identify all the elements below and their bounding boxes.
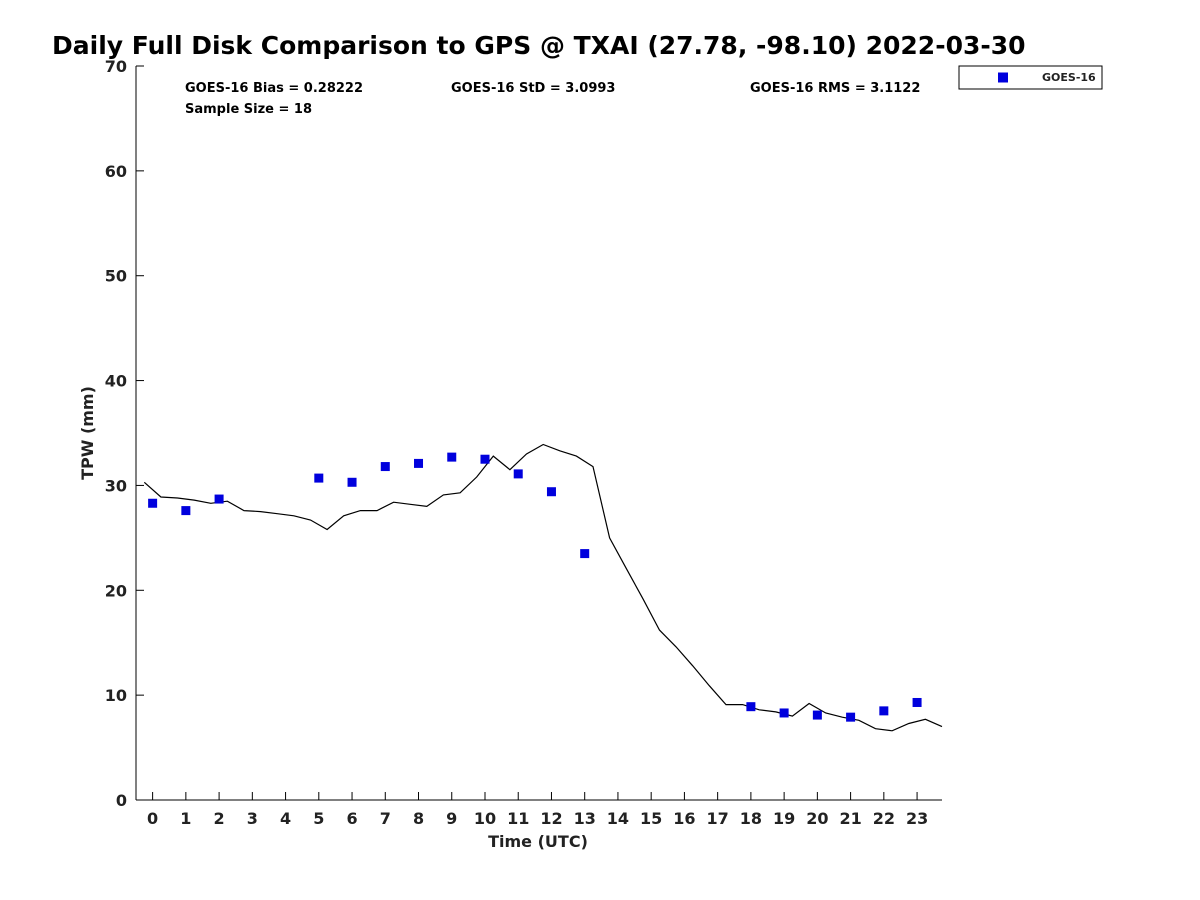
goes16-point — [347, 477, 357, 487]
x-tick-label: 20 — [806, 809, 828, 828]
x-tick-label: 23 — [906, 809, 928, 828]
sample-size-stat: Sample Size = 18 — [185, 102, 312, 117]
goes16-point — [779, 708, 789, 718]
y-tick-label: 10 — [105, 686, 127, 705]
goes16-point — [480, 454, 490, 464]
goes16-point — [414, 458, 424, 468]
x-tick-label: 4 — [280, 809, 291, 828]
x-tick-label: 15 — [640, 809, 662, 828]
goes16-point — [580, 549, 590, 559]
legend: GOES-16 — [958, 65, 1103, 90]
goes16-point — [314, 473, 324, 483]
std-stat: GOES-16 StD = 3.0993 — [451, 81, 615, 96]
gps-line — [143, 443, 943, 732]
x-tick-label: 7 — [380, 809, 391, 828]
x-tick-label: 6 — [346, 809, 357, 828]
goes16-point-series — [148, 452, 922, 722]
x-tick-label: 17 — [707, 809, 729, 828]
x-tick-label: 10 — [474, 809, 496, 828]
x-tick-label: 5 — [313, 809, 324, 828]
axes — [135, 66, 942, 801]
y-tick-label: 40 — [105, 372, 127, 391]
x-tick-label: 0 — [147, 809, 158, 828]
x-tick-label: 14 — [607, 809, 629, 828]
bias-stat: GOES-16 Bias = 0.28222 — [185, 81, 363, 96]
legend-label-goes16: GOES-16 — [1042, 71, 1096, 84]
goes16-point — [879, 706, 889, 716]
x-ticks: 0 1 2 3 4 5 6 7 8 9 10 11 12 13 14 15 16 17 18 19 20 21 22 23 — [147, 792, 928, 828]
goes16-point — [513, 469, 523, 479]
goes16-point — [181, 506, 191, 516]
y-axis-label: TPW (mm) — [78, 386, 97, 480]
y-tick-label: 70 — [105, 57, 127, 76]
x-tick-label: 9 — [446, 809, 457, 828]
goes16-point — [214, 494, 224, 504]
goes16-point — [812, 710, 822, 720]
y-ticks: 0 10 20 30 40 50 60 70 — [105, 57, 144, 810]
rms-stat: GOES-16 RMS = 3.1122 — [750, 81, 920, 96]
goes16-point — [912, 697, 922, 707]
y-tick-label: 60 — [105, 162, 127, 181]
legend-box — [958, 65, 1103, 90]
chart-title: Daily Full Disk Comparison to GPS @ TXAI… — [52, 31, 1026, 60]
x-tick-label: 21 — [839, 809, 861, 828]
goes16-point — [447, 452, 457, 462]
x-axis-label: Time (UTC) — [488, 832, 588, 851]
y-tick-label: 50 — [105, 267, 127, 286]
x-tick-label: 3 — [247, 809, 258, 828]
y-tick-label: 20 — [105, 581, 127, 600]
goes16-point — [148, 498, 158, 508]
x-tick-label: 8 — [413, 809, 424, 828]
x-tick-label: 16 — [673, 809, 695, 828]
goes16-point — [746, 702, 756, 712]
goes16-point — [846, 712, 856, 722]
x-tick-label: 2 — [214, 809, 225, 828]
x-tick-label: 11 — [507, 809, 529, 828]
legend-marker-goes16 — [998, 72, 1008, 83]
x-tick-label: 22 — [873, 809, 895, 828]
goes16-point — [546, 487, 556, 497]
goes16-point — [380, 462, 390, 472]
gps-line-series — [143, 443, 943, 732]
x-tick-label: 19 — [773, 809, 795, 828]
y-tick-label: 0 — [116, 791, 127, 810]
y-tick-label: 30 — [105, 476, 127, 495]
x-tick-label: 1 — [180, 809, 191, 828]
x-tick-label: 13 — [574, 809, 596, 828]
x-tick-label: 18 — [740, 809, 762, 828]
x-tick-label: 12 — [540, 809, 562, 828]
